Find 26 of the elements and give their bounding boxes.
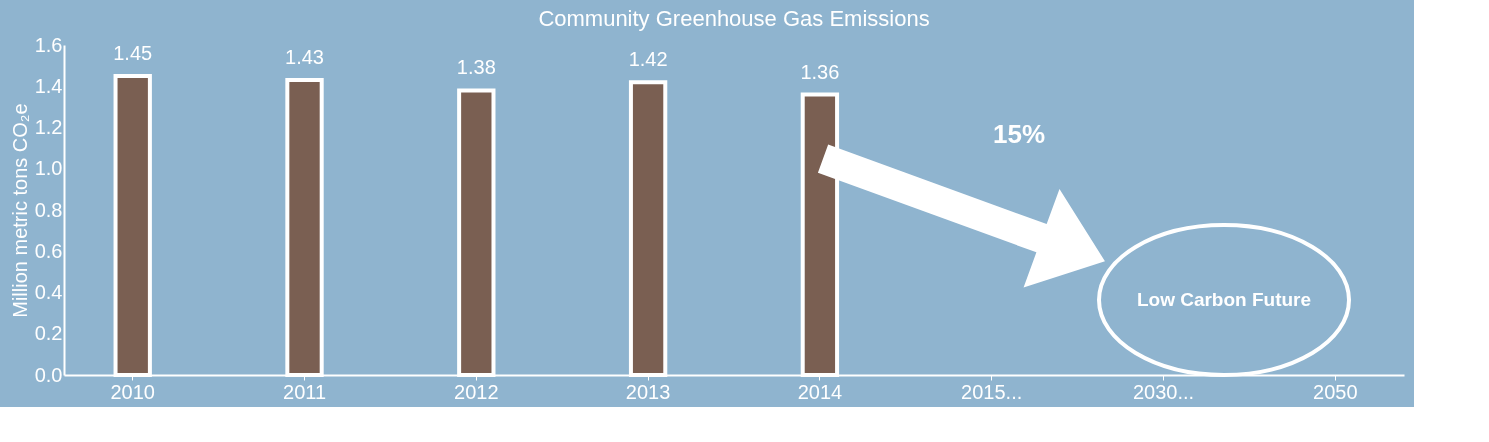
y-tick-label: 1.4 <box>34 74 63 97</box>
x-tick-label: 2012 <box>454 380 499 403</box>
x-tick-label: 2011 <box>283 380 327 403</box>
data-label: 1.42 <box>628 48 668 71</box>
y-tick-label: 0.8 <box>34 198 63 221</box>
y-tick-label: 0.4 <box>34 281 63 303</box>
annotation: Low Carbon Future <box>1136 289 1312 310</box>
y-axis-title: Million metric tons CO₂e <box>8 103 31 318</box>
chart-title: Community Greenhouse Gas Emissions <box>538 6 930 31</box>
data-label: 1.36 <box>800 60 840 83</box>
y-tick-label: 0.6 <box>34 239 63 262</box>
y-tick-label: 1.2 <box>34 116 63 138</box>
x-tick-label: 2050 <box>1313 380 1358 403</box>
x-tick-label: 2014 <box>797 380 843 403</box>
data-label: 1.43 <box>285 46 324 69</box>
y-tick-label: 1.0 <box>34 157 63 180</box>
annotation: 15% <box>992 119 1046 149</box>
x-tick-label: 2030... <box>1132 380 1195 403</box>
y-tick-label: 0.0 <box>34 363 63 386</box>
y-tick-label: 1.6 <box>34 33 63 56</box>
data-label: 1.45 <box>113 41 153 64</box>
x-tick-label: 2013 <box>625 380 671 403</box>
data-label: 1.38 <box>456 56 496 79</box>
y-tick-label: 0.2 <box>34 322 63 345</box>
x-tick-label: 2010 <box>110 380 155 403</box>
x-tick-label: 2015... <box>961 380 1023 403</box>
